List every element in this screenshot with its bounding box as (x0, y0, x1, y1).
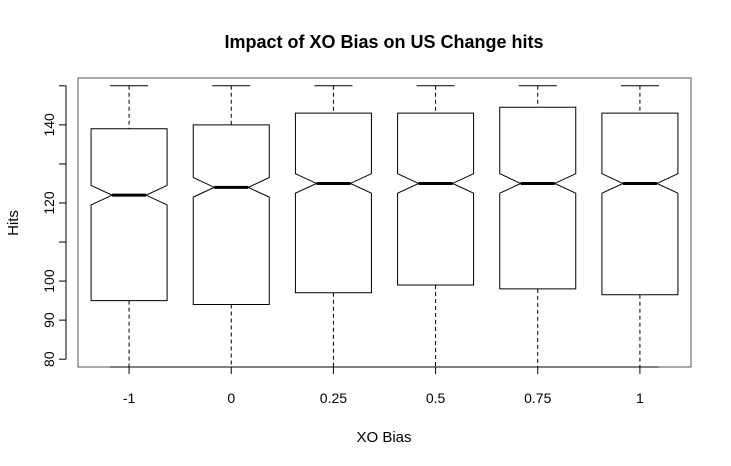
box-0.5 (397, 85, 475, 368)
box-body (499, 106, 577, 290)
y-tick-label: 80 (41, 351, 57, 367)
box-1 (601, 85, 679, 368)
box--1 (90, 85, 168, 368)
x-tick-label: 0.75 (524, 390, 551, 406)
y-tick-label: 120 (41, 191, 57, 215)
x-tick-label: 0.25 (320, 390, 347, 406)
box-body (294, 112, 372, 294)
box-0.75 (499, 85, 577, 368)
box-0 (192, 85, 270, 368)
x-tick-label: -1 (123, 390, 136, 406)
x-tick-label: 0.5 (426, 390, 446, 406)
chart-title: Impact of XO Bias on US Change hits (224, 32, 543, 52)
box-body (192, 124, 270, 306)
y-axis: 80 90 100 120 140 (41, 85, 67, 367)
boxes-group (90, 85, 679, 368)
x-tick-label: 0 (227, 390, 235, 406)
y-tick-label: 140 (41, 113, 57, 137)
y-tick-label: 90 (41, 312, 57, 328)
y-tick-label: 100 (41, 269, 57, 293)
y-axis-label: Hits (5, 210, 22, 236)
box-0.25 (294, 85, 372, 368)
x-axis: -1 0 0.25 0.5 0.75 1 (123, 366, 644, 406)
box-body (601, 112, 679, 296)
x-axis-label: XO Bias (356, 429, 411, 446)
plot-frame (77, 77, 692, 368)
x-tick-label: 1 (636, 390, 644, 406)
box-body (90, 128, 168, 302)
box-body (397, 112, 475, 286)
